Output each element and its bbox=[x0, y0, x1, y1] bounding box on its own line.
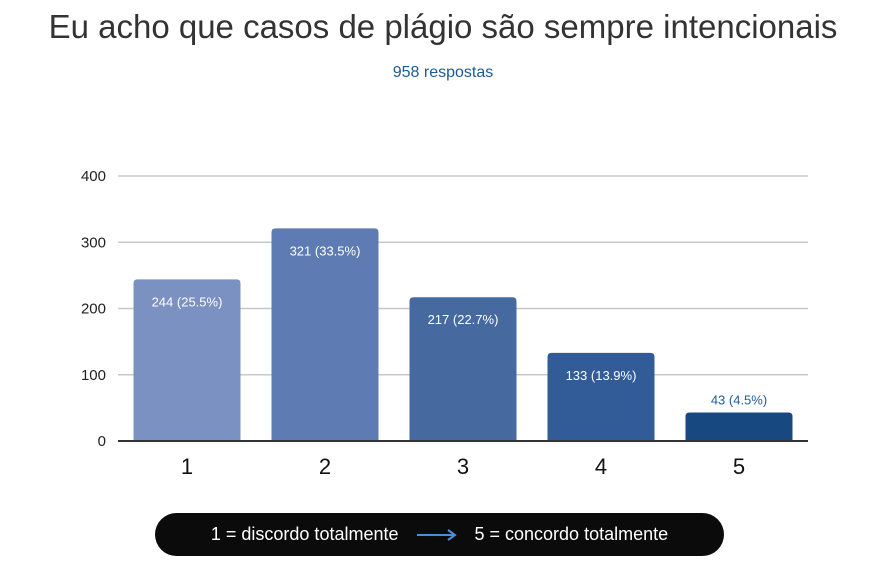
bar-5 bbox=[685, 412, 793, 441]
y-tick-label: 200 bbox=[81, 301, 106, 318]
bar-2 bbox=[271, 228, 379, 441]
x-tick-label: 4 bbox=[595, 454, 607, 479]
chart-subtitle: 958 respostas bbox=[392, 64, 494, 81]
chart-title: Eu acho que casos de plágio são sempre i… bbox=[48, 8, 838, 45]
axes: 0 100 200 300 400 1 2 3 4 5 bbox=[81, 168, 808, 479]
bar-1 bbox=[133, 279, 241, 441]
data-label: 244 (25.5%) bbox=[152, 294, 223, 309]
y-tick-label: 0 bbox=[98, 433, 106, 450]
scale-legend-left: 1 = discordo totalmente bbox=[210, 524, 399, 544]
data-label: 133 (13.9%) bbox=[566, 368, 637, 383]
x-tick-label: 2 bbox=[319, 454, 331, 479]
scale-legend-right: 5 = concordo totalmente bbox=[474, 524, 669, 544]
scale-legend: 1 = discordo totalmente 5 = concordo tot… bbox=[155, 513, 724, 556]
x-tick-label: 1 bbox=[181, 454, 193, 479]
y-tick-label: 100 bbox=[81, 367, 106, 384]
x-tick-label: 5 bbox=[733, 454, 745, 479]
data-label: 321 (33.5%) bbox=[290, 243, 361, 258]
x-tick-label: 3 bbox=[457, 454, 469, 479]
data-label: 217 (22.7%) bbox=[428, 312, 499, 327]
y-tick-label: 300 bbox=[81, 234, 106, 251]
y-tick-label: 400 bbox=[81, 168, 106, 185]
bar-3 bbox=[409, 297, 517, 441]
bar-chart: 244 (25.5%) 321 (33.5%) 217 (22.7%) 133 (13… bbox=[81, 168, 808, 479]
bars: 244 (25.5%) 321 (33.5%) 217 (22.7%) 133 (13… bbox=[133, 228, 793, 441]
right-arrow-icon bbox=[415, 528, 459, 542]
bar-4 bbox=[547, 352, 655, 441]
data-label: 43 (4.5%) bbox=[711, 393, 767, 408]
